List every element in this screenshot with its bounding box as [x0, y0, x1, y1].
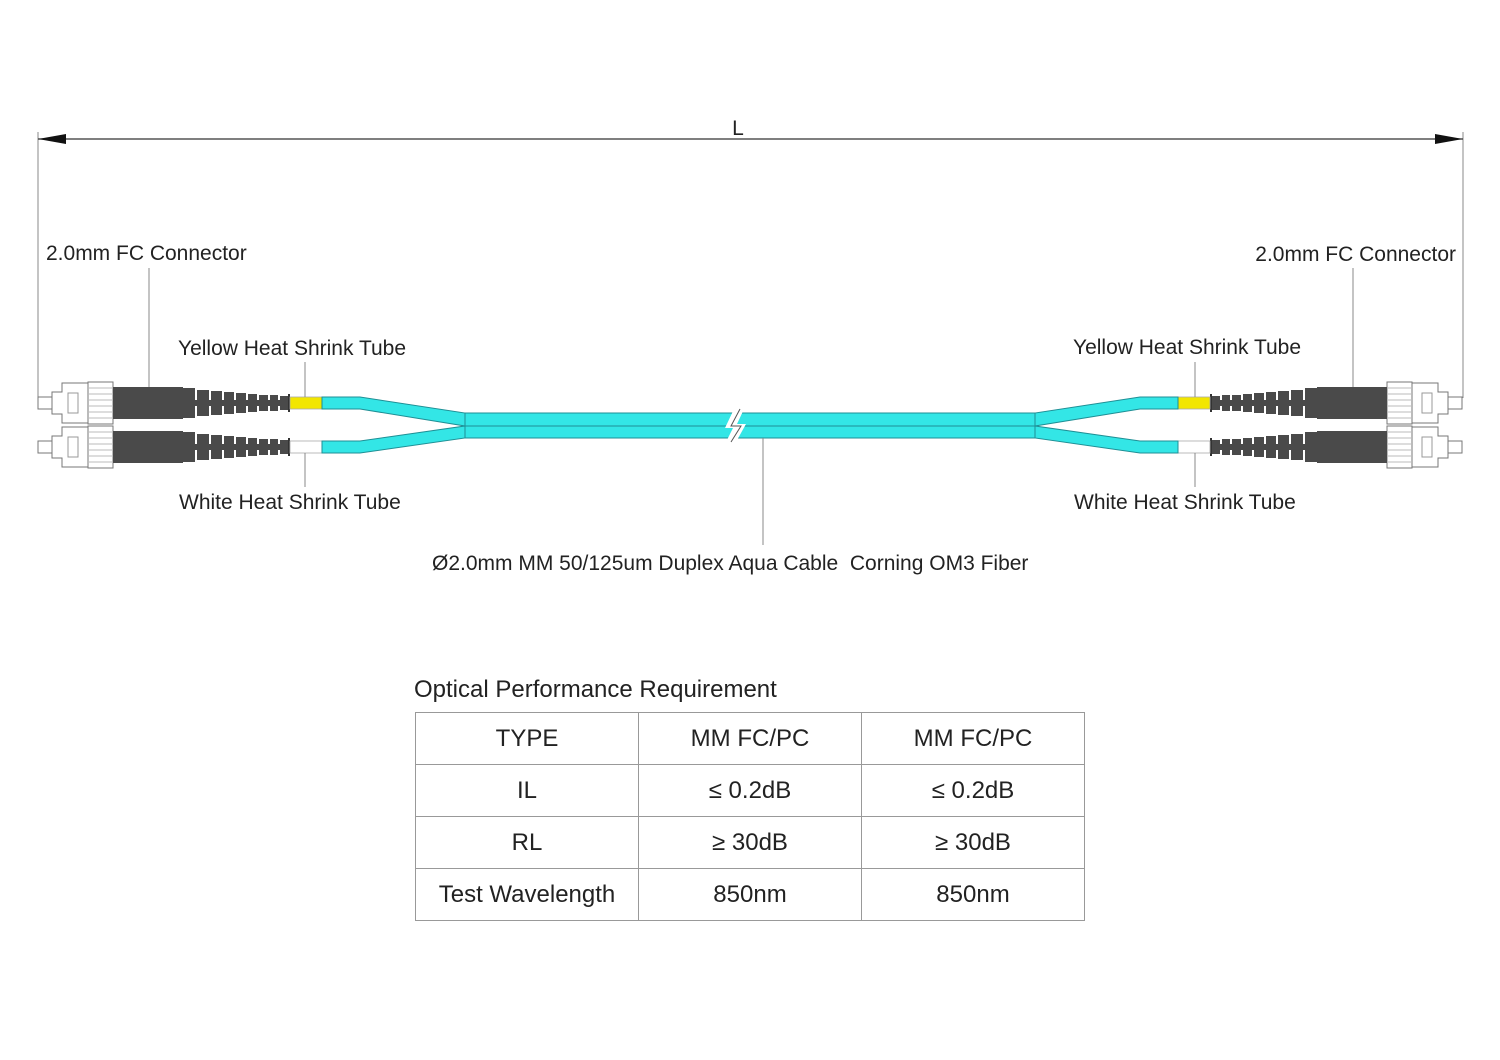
- length-dimension: L: [37, 117, 1464, 398]
- duplex-aqua-cable: [464, 408, 1036, 443]
- table-cell: ≤ 0.2dB: [638, 764, 862, 817]
- left-white-tube-label: White Heat Shrink Tube: [179, 491, 401, 514]
- table-cell: 850nm: [638, 868, 862, 921]
- right-yellow-tube-label: Yellow Heat Shrink Tube: [1073, 336, 1301, 359]
- table-row: TYPE MM FC/PC MM FC/PC: [415, 712, 1085, 765]
- table-cell: IL: [415, 764, 639, 817]
- right-white-tube-label: White Heat Shrink Tube: [1074, 491, 1296, 514]
- table-cell: ≤ 0.2dB: [861, 764, 1085, 817]
- left-yellow-tube-label: Yellow Heat Shrink Tube: [178, 337, 406, 360]
- table-cell: MM FC/PC: [861, 712, 1085, 765]
- table-row: IL ≤ 0.2dB ≤ 0.2dB: [415, 764, 1085, 817]
- right-connector-assembly: [1035, 382, 1462, 468]
- left-connector-label: 2.0mm FC Connector: [46, 242, 247, 265]
- table-cell: TYPE: [415, 712, 639, 765]
- cable-label: Ø2.0mm MM 50/125um Duplex Aqua Cable Cor…: [432, 552, 1028, 575]
- length-label: L: [732, 117, 744, 140]
- table-cell: ≥ 30dB: [861, 816, 1085, 869]
- table-cell: MM FC/PC: [638, 712, 862, 765]
- table-row: Test Wavelength 850nm 850nm: [415, 868, 1085, 921]
- table-cell: ≥ 30dB: [638, 816, 862, 869]
- right-connector-label: 2.0mm FC Connector: [1255, 243, 1456, 266]
- table-caption: Optical Performance Requirement: [414, 676, 777, 703]
- table-cell: 850nm: [861, 868, 1085, 921]
- optical-performance-table: TYPE MM FC/PC MM FC/PC IL ≤ 0.2dB ≤ 0.2d…: [415, 712, 1085, 921]
- left-connector-assembly: [38, 382, 465, 468]
- table-row: RL ≥ 30dB ≥ 30dB: [415, 816, 1085, 869]
- table-cell: RL: [415, 816, 639, 869]
- table-cell: Test Wavelength: [415, 868, 639, 921]
